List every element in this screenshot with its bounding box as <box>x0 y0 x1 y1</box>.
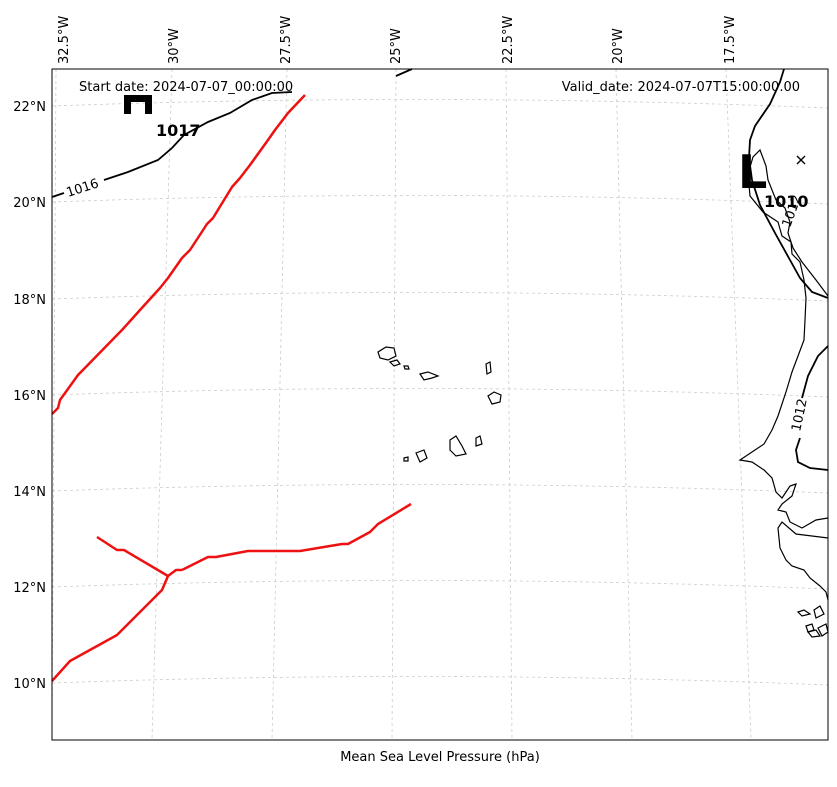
island-sao-nicolau <box>419 371 440 381</box>
isobar-1012-east-lower <box>795 437 829 471</box>
lat-tick-label: 20°N <box>13 196 46 211</box>
longitude-axis: 32.5°W 30°W 27.5°W 25°W 22.5°W 20°W 17.5… <box>57 16 738 64</box>
front-south-branch <box>96 535 169 578</box>
low-center-marker <box>796 155 806 165</box>
meridian-30w <box>151 68 173 741</box>
island-santiago <box>449 435 467 457</box>
parallel-20n <box>51 195 829 205</box>
isobar-east-arc <box>748 68 829 299</box>
low-center-value: 1010 <box>764 192 809 211</box>
lat-tick-label: 14°N <box>13 485 46 500</box>
map-caption: Mean Sea Level Pressure (hPa) <box>340 750 540 765</box>
coast-bijagos-2 <box>813 605 825 619</box>
coast-africa-guinea <box>777 521 829 601</box>
coast-bijagos-4 <box>806 629 822 638</box>
lat-tick-label: 22°N <box>13 100 46 115</box>
isobar-1012-east <box>801 345 829 399</box>
isobar-top-segment <box>395 68 413 77</box>
lat-tick-label: 16°N <box>13 389 46 404</box>
lon-tick-label: 22.5°W <box>501 16 516 64</box>
graticule <box>51 68 829 741</box>
parallel-18n <box>51 292 829 302</box>
island-fogo <box>415 449 428 463</box>
lat-tick-label: 10°N <box>13 677 46 692</box>
isobar-1016 <box>51 91 293 198</box>
island-brava <box>403 456 409 462</box>
lon-tick-label: 25°W <box>389 28 404 64</box>
island-santa-luzia <box>403 365 410 370</box>
island-santo-antao <box>377 346 397 361</box>
high-center-glyph <box>124 95 152 114</box>
lon-tick-label: 20°W <box>611 28 626 64</box>
meridian-22.5w <box>505 68 513 741</box>
coast-africa <box>738 148 829 529</box>
fronts <box>51 94 412 682</box>
island-boa-vista <box>487 391 502 405</box>
lon-tick-label: 27.5°W <box>279 16 294 64</box>
lat-tick-label: 18°N <box>13 293 46 308</box>
meridian-25w <box>391 68 397 741</box>
island-maio <box>475 435 483 447</box>
lon-tick-label: 17.5°W <box>723 16 738 64</box>
coast-bijagos-1 <box>796 609 812 617</box>
island-sal <box>485 361 492 375</box>
low-center-letter: L <box>738 145 767 199</box>
parallel-16n <box>51 388 829 398</box>
parallel-10n <box>51 676 829 686</box>
meridian-17.5w <box>725 68 752 741</box>
latitude-axis: 22°N 20°N 18°N 16°N 14°N 12°N 10°N <box>13 100 46 692</box>
parallel-12n <box>51 580 829 590</box>
front-south-east <box>181 502 412 572</box>
coastlines <box>377 148 829 638</box>
meridian-20w <box>615 68 633 741</box>
high-center-value: 1017 <box>156 121 201 140</box>
island-sao-vicente <box>388 359 401 367</box>
map-frame <box>51 68 829 741</box>
lat-tick-label: 12°N <box>13 581 46 596</box>
parallel-14n <box>51 484 829 494</box>
isobar-label-1016: 1016 <box>65 176 101 200</box>
lon-tick-label: 32.5°W <box>57 16 72 64</box>
lon-tick-label: 30°W <box>167 28 182 64</box>
start-date-label: Start date: 2024-07-07_00:00:00 <box>79 80 293 95</box>
valid-date-label: Valid_date: 2024-07-07T15:00:00.00 <box>562 80 800 95</box>
front-south-west <box>51 568 182 682</box>
meridian-27.5w <box>271 68 288 741</box>
isobar-label-1012-a: 1012 <box>789 397 811 432</box>
parallel-22n <box>51 99 829 109</box>
isobars <box>51 68 829 471</box>
meridian-32.5w <box>51 68 57 741</box>
front-north <box>51 94 306 415</box>
